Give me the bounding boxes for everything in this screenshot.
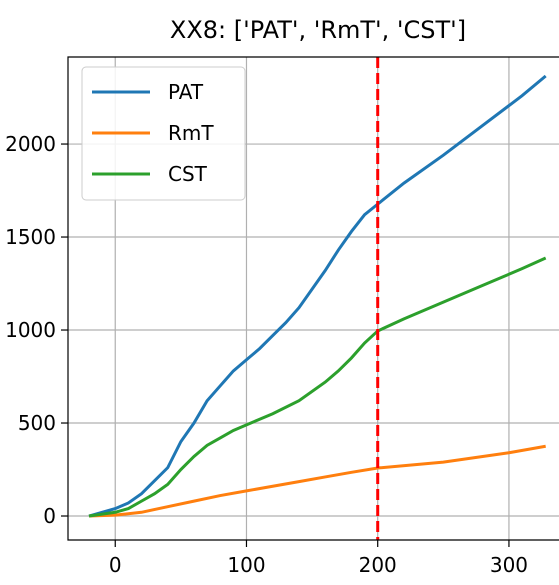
x-tick-label: 300: [490, 553, 528, 577]
legend-label: CST: [168, 162, 208, 186]
series-line: [88, 74, 547, 518]
x-tick-label: 0: [109, 553, 122, 577]
axes-frame: [67, 56, 559, 541]
series-line: [88, 444, 546, 518]
legend-label: PAT: [168, 80, 204, 104]
chart-title: XX8: ['PAT', 'RmT', 'CST']: [170, 16, 466, 44]
y-tick-label: 1000: [5, 318, 56, 342]
series-line: [88, 256, 547, 518]
legend-label: RmT: [168, 121, 214, 145]
legend-box: [81, 66, 246, 201]
y-tick-label: 0: [43, 504, 56, 528]
y-tick-label: 2000: [5, 132, 56, 156]
y-tick-label: 500: [18, 411, 56, 435]
x-tick-label: 200: [359, 553, 397, 577]
y-tick-label: 1500: [5, 225, 56, 249]
x-tick-label: 100: [227, 553, 265, 577]
